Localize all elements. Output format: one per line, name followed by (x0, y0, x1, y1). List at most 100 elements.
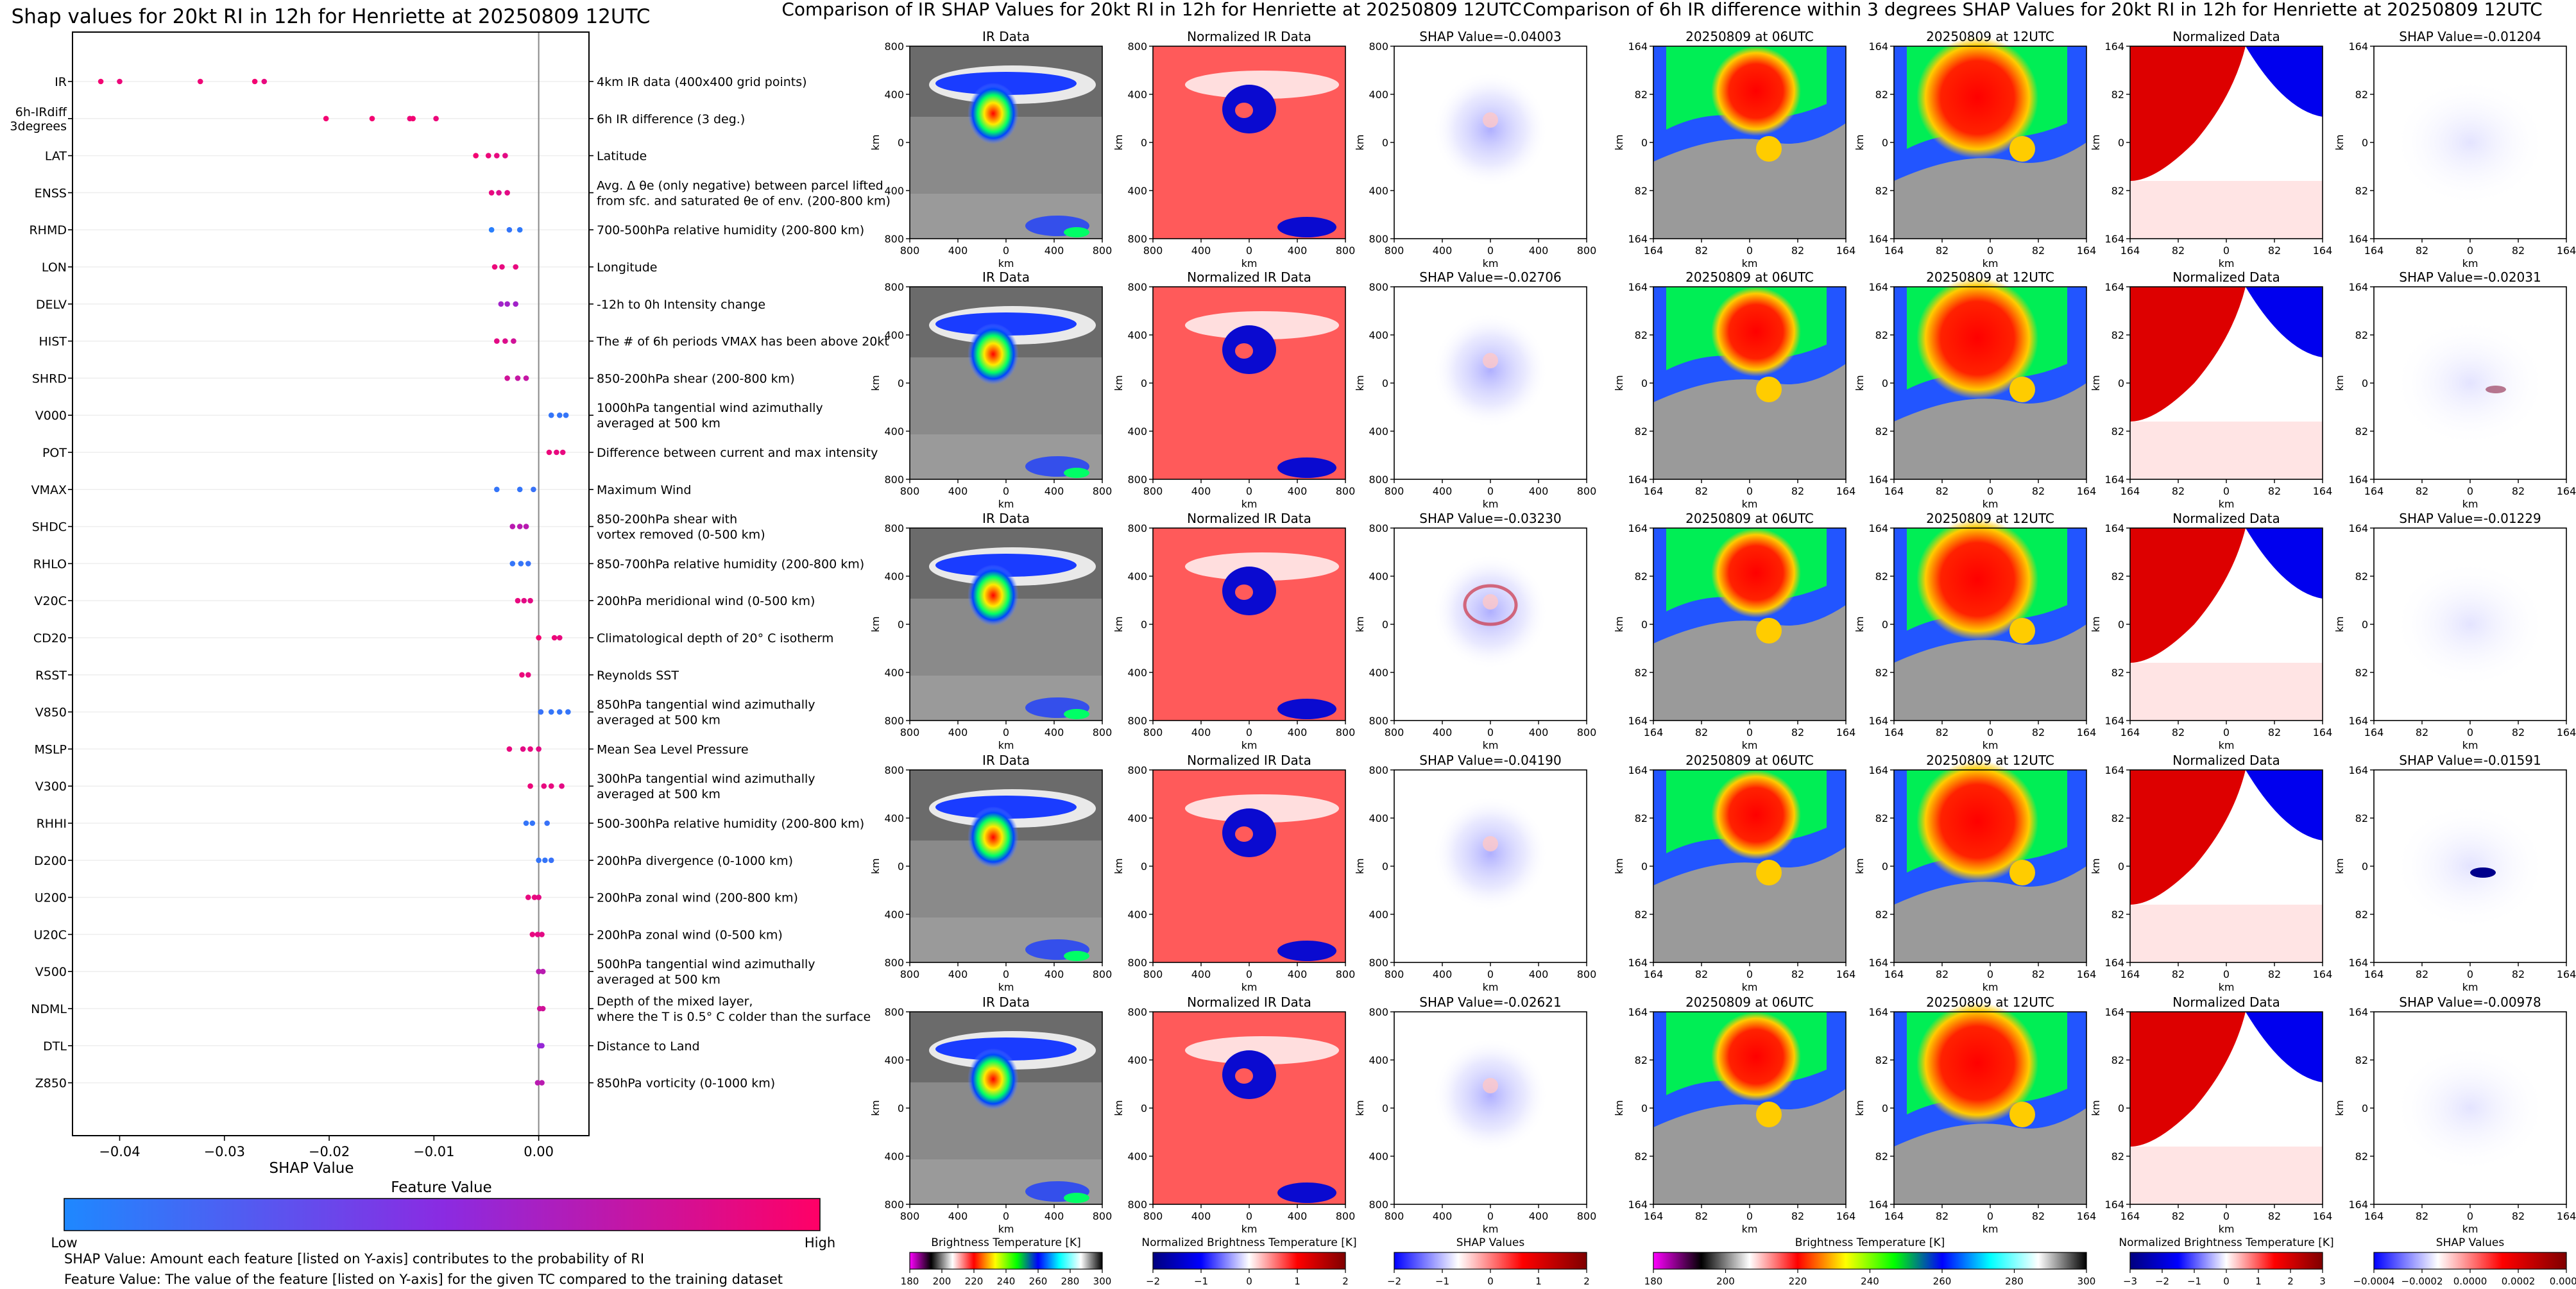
colorbar-tick-label: 3 (2319, 1276, 2326, 1287)
map-y-tick-label: 164 (1868, 715, 1888, 727)
map-x-tick-label: 82 (2032, 726, 2045, 738)
map-x-tick-label: 0 (2223, 244, 2230, 257)
map-x-tick-label: 164 (2313, 244, 2333, 257)
map-y-tick-label: 800 (1369, 715, 1388, 727)
map-y-tick-label: 0 (1382, 860, 1388, 873)
map-y-tick-label: 0 (898, 137, 904, 149)
map-x-tick-label: 800 (1336, 1210, 1356, 1222)
map-title: Normalized IR Data (1187, 994, 1311, 1010)
map-title: SHAP Value=-0.03230 (1419, 511, 1561, 526)
map-x-tick-label: 82 (1936, 968, 1949, 980)
shap-point (548, 709, 554, 715)
map-x-tick-label: 0 (1987, 1210, 1993, 1222)
map-x-tick-label: 164 (1884, 968, 1904, 980)
diff-ir-storm-core (1711, 528, 1801, 618)
map-y-tick-label: 82 (1875, 667, 1888, 679)
map-title: 20250809 at 06UTC (1685, 753, 1814, 768)
map-y-axis-label: km (2333, 135, 2346, 151)
shap-point (548, 857, 554, 864)
diff-ir-storm-core (1711, 287, 1801, 377)
shap-point (546, 449, 552, 456)
map-x-tick-label: 164 (2077, 1210, 2097, 1222)
map-x-axis-label: km (998, 498, 1014, 510)
colorbar-tick-label: 1 (1535, 1276, 1542, 1287)
map-x-tick-label: 800 (1336, 485, 1356, 497)
map-y-tick-label: 164 (2348, 522, 2368, 534)
map-x-tick-label: 164 (2077, 485, 2097, 497)
map-y-tick-label: 0 (1141, 619, 1147, 631)
map-y-tick-label: 800 (884, 233, 904, 245)
map-title: 20250809 at 06UTC (1685, 269, 1814, 285)
colorbar-tick-label: 260 (1029, 1276, 1048, 1287)
map-y-axis-label: km (1854, 375, 1866, 391)
map-x-tick-label: 800 (900, 485, 920, 497)
map-y-tick-label: 164 (1628, 233, 1648, 245)
map-y-axis-label: km (1113, 375, 1125, 391)
colorbar-tick-label: 2 (1583, 1276, 1590, 1287)
feature-description-label: 200hPa zonal wind (0-500 km) (597, 928, 783, 942)
map-y-tick-label: 164 (1868, 957, 1888, 969)
shap-map-negative-area (1433, 312, 1548, 428)
colorbar-tick-label: 220 (1789, 1276, 1807, 1287)
map-y-tick-label: 400 (1369, 185, 1388, 197)
map-y-tick-label: 400 (884, 185, 904, 197)
map-x-tick-label: 800 (1385, 968, 1404, 980)
map-y-tick-label: 400 (1127, 570, 1147, 583)
map-title: SHAP Value=-0.00978 (2399, 994, 2541, 1010)
map-y-axis-label: km (1113, 1100, 1125, 1116)
shap-point (515, 375, 521, 381)
map-x-tick-label: 82 (1695, 726, 1708, 738)
map-title: Normalized IR Data (1187, 511, 1311, 526)
map-x-tick-label: 400 (1045, 244, 1064, 257)
map-x-axis-label: km (1742, 739, 1758, 751)
colorbar-tick-label: 300 (2077, 1276, 2096, 1287)
shap-point (504, 190, 510, 196)
map-x-tick-label: 164 (1836, 1210, 1856, 1222)
map-x-axis-label: km (1483, 1223, 1499, 1235)
map-x-tick-label: 164 (1836, 726, 1856, 738)
map-y-tick-label: 800 (1369, 1199, 1388, 1211)
map-y-tick-label: 164 (2104, 522, 2124, 534)
feature-name-label: MSLP (35, 742, 67, 756)
map-y-tick-label: 0 (1641, 137, 1648, 149)
diff-ir-eye-area (1756, 860, 1782, 885)
feature-name-label: RHHI (37, 817, 67, 831)
norm-lower-clouds (1277, 217, 1336, 237)
map-x-tick-label: 164 (2557, 485, 2576, 497)
map-x-tick-label: 82 (2512, 1210, 2525, 1222)
map-y-tick-label: 164 (1628, 281, 1648, 293)
map-y-tick-label: 400 (1369, 329, 1388, 341)
map-x-tick-label: 164 (2557, 726, 2576, 738)
map-title: SHAP Value=-0.02706 (1419, 269, 1561, 285)
map-y-tick-label: 82 (2355, 1054, 2368, 1066)
norm-cloud-band (1185, 311, 1339, 339)
diff-norm-weak (2130, 905, 2323, 962)
map-y-tick-label: 800 (1369, 40, 1388, 53)
map-x-tick-label: 0 (1003, 244, 1009, 257)
diff-norm-warming (2130, 528, 2246, 663)
map-y-tick-label: 82 (1875, 185, 1888, 197)
map-y-tick-label: 0 (2118, 1102, 2124, 1114)
map-y-tick-label: 82 (1635, 89, 1648, 101)
shap-map-negative-area (1433, 1037, 1548, 1153)
map-y-tick-label: 164 (1628, 1006, 1648, 1018)
map-y-tick-label: 82 (1875, 89, 1888, 101)
map-x-axis-label: km (1742, 1223, 1758, 1235)
map-y-tick-label: 82 (2111, 425, 2124, 438)
colorbar-tick-label: −0.0004 (2353, 1276, 2394, 1287)
feature-description-label: 850-700hPa relative humidity (200-800 km… (597, 557, 864, 571)
map-y-tick-label: 164 (1868, 233, 1888, 245)
map-x-tick-label: 164 (1884, 1210, 1904, 1222)
shap-map-center (1483, 1078, 1498, 1093)
map-y-tick-label: 800 (1127, 522, 1147, 534)
map-y-tick-label: 164 (2348, 40, 2368, 53)
map-x-tick-label: 0 (1487, 1210, 1494, 1222)
map-x-tick-label: 400 (1045, 968, 1064, 980)
map-y-tick-label: 400 (884, 812, 904, 824)
map-x-tick-label: 164 (2077, 726, 2097, 738)
map-x-axis-label: km (998, 1223, 1014, 1235)
colorbar-tick-label: 220 (965, 1276, 984, 1287)
map-x-tick-label: 400 (948, 244, 968, 257)
